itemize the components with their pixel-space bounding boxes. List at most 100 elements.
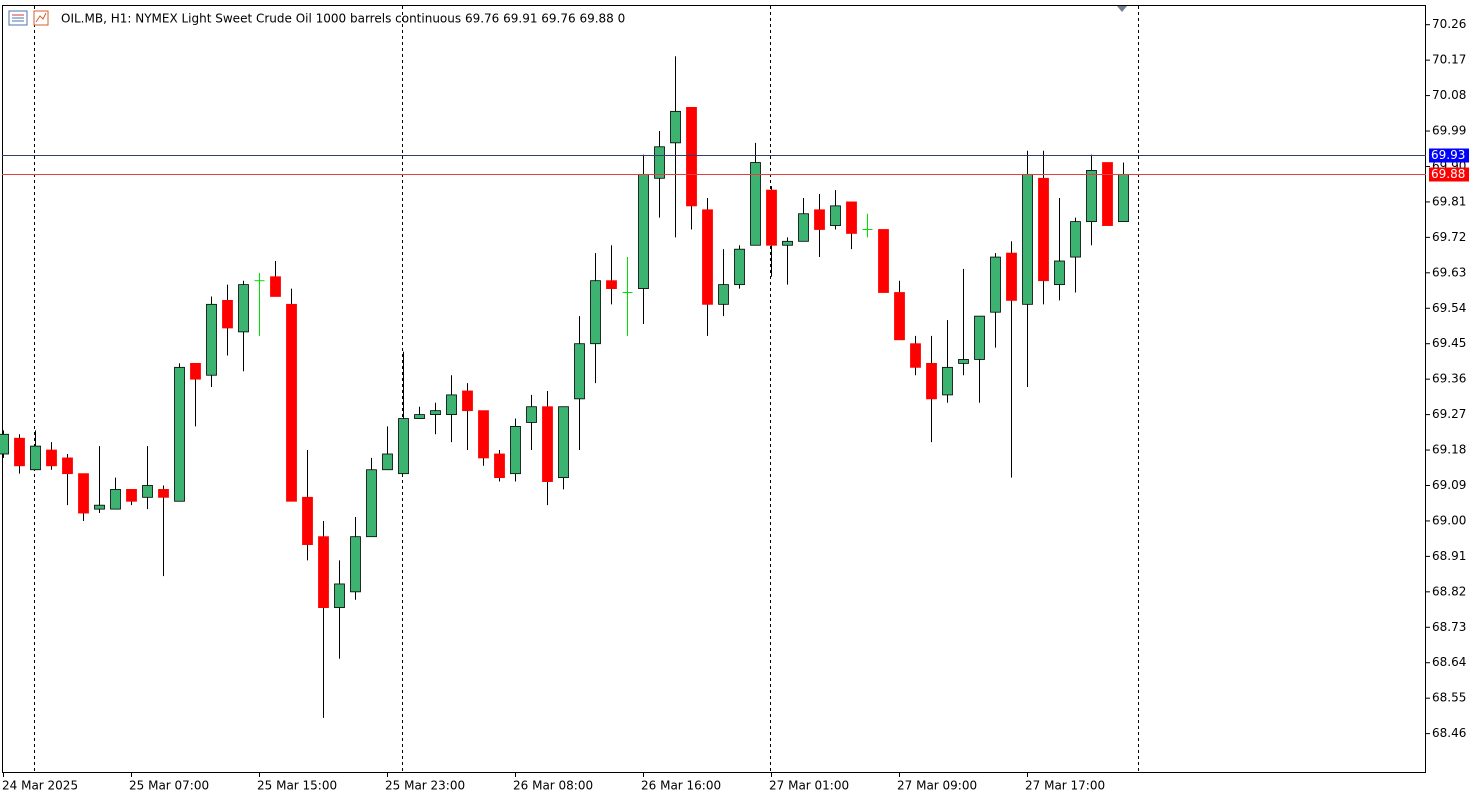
candle-body <box>654 146 665 179</box>
candle-body <box>670 110 681 144</box>
candle-body <box>14 437 25 467</box>
candle-body <box>206 303 217 376</box>
candle-body <box>46 449 57 467</box>
y-tick-label: 70.26 <box>1432 17 1466 31</box>
candle-body <box>1022 173 1033 305</box>
candle-body <box>238 284 249 333</box>
candle-body <box>798 213 809 242</box>
candle-body <box>126 489 137 502</box>
y-tick-label: 69.63 <box>1432 265 1466 279</box>
x-tick-label: 25 Mar 15:00 <box>257 779 337 793</box>
candle-body <box>526 406 537 423</box>
candle-body <box>494 453 505 479</box>
candle-body <box>62 457 73 475</box>
candle-body <box>558 406 569 479</box>
x-tick-label: 24 Mar 2025 <box>2 779 78 793</box>
y-tick-label: 69.54 <box>1432 301 1466 315</box>
candle-body <box>190 362 201 380</box>
candle-body <box>1086 170 1097 223</box>
y-tick-label: 70.17 <box>1432 53 1466 67</box>
y-tick-label: 69.81 <box>1432 194 1466 208</box>
x-tick-label: 25 Mar 23:00 <box>385 779 465 793</box>
candle-body <box>1070 221 1081 258</box>
candle-body <box>1006 252 1017 301</box>
x-tick-label: 26 Mar 08:00 <box>513 779 593 793</box>
candle-body <box>926 362 937 400</box>
candle-body <box>574 343 585 400</box>
candle-body <box>750 162 761 246</box>
candle-body <box>734 248 745 286</box>
y-tick-label: 69.99 <box>1432 124 1466 138</box>
candle-body <box>462 390 473 412</box>
candle-body <box>430 410 441 415</box>
x-tick-label: 27 Mar 01:00 <box>769 779 849 793</box>
icon <box>35 12 47 23</box>
candle-body <box>350 536 361 593</box>
x-tick-label: 27 Mar 09:00 <box>897 779 977 793</box>
candle-body <box>702 209 713 305</box>
y-tick-label: 68.64 <box>1432 655 1466 669</box>
candle-body <box>638 173 649 289</box>
candle-body <box>510 426 521 475</box>
candle-body <box>158 489 169 498</box>
price-label-bg <box>1429 167 1469 182</box>
candle-body <box>830 205 841 226</box>
candle-body <box>286 303 297 502</box>
y-tick-label: 69.18 <box>1432 443 1466 457</box>
candle-body <box>606 280 617 289</box>
candle-body <box>302 496 313 545</box>
y-tick-label: 69.72 <box>1432 230 1466 244</box>
period-separators <box>34 6 1139 772</box>
candle-body <box>30 445 41 471</box>
candle-body <box>814 209 825 230</box>
candle-body <box>318 536 329 608</box>
candle-body <box>414 414 425 419</box>
candle-body <box>1038 177 1049 282</box>
candle-body <box>366 469 377 538</box>
y-tick-label: 68.91 <box>1432 549 1466 563</box>
candle-body <box>94 504 105 510</box>
chart-header: OIL.MB, H1: NYMEX Light Sweet Crude Oil … <box>61 12 625 26</box>
y-tick-label: 68.46 <box>1432 726 1466 740</box>
last-bar-marker <box>1117 6 1127 12</box>
y-tick-label: 69.00 <box>1432 513 1466 527</box>
candle-body <box>1102 162 1113 226</box>
y-tick-label: 69.27 <box>1432 407 1466 421</box>
y-tick-label: 69.09 <box>1432 478 1466 492</box>
candle-body <box>142 485 153 498</box>
price-label: 69.93 <box>1431 148 1465 162</box>
candle-body <box>1118 173 1129 223</box>
y-tick-label: 70.08 <box>1432 88 1466 102</box>
y-tick-label: 68.82 <box>1432 584 1466 598</box>
x-tick-label: 27 Mar 17:00 <box>1025 779 1105 793</box>
candle-body <box>542 406 553 482</box>
price-label: 69.88 <box>1431 167 1465 181</box>
price-label-bg <box>1429 148 1469 163</box>
candle-body <box>974 315 985 360</box>
candle-body <box>878 229 889 293</box>
candle-body <box>846 201 857 234</box>
candle-body <box>1054 260 1065 286</box>
symbol-icon <box>8 10 49 26</box>
candle-body <box>334 583 345 608</box>
y-tick-label: 68.73 <box>1432 620 1466 634</box>
candle-body <box>478 410 489 459</box>
candle-body <box>990 256 1001 313</box>
candle-body <box>958 359 969 364</box>
y-tick-label: 68.55 <box>1432 691 1466 705</box>
candle-body <box>446 394 457 415</box>
candle-body <box>894 292 905 341</box>
candle-body <box>398 418 409 475</box>
candle-body <box>782 240 793 246</box>
candle-body <box>174 366 185 502</box>
candle-body <box>110 489 121 510</box>
candle-body <box>766 189 777 246</box>
candle-body <box>718 284 729 305</box>
candle-body <box>590 280 601 345</box>
candle-body <box>382 453 393 471</box>
plot-frame <box>2 5 1426 773</box>
candle-body <box>0 433 9 455</box>
candle-body <box>222 299 233 329</box>
